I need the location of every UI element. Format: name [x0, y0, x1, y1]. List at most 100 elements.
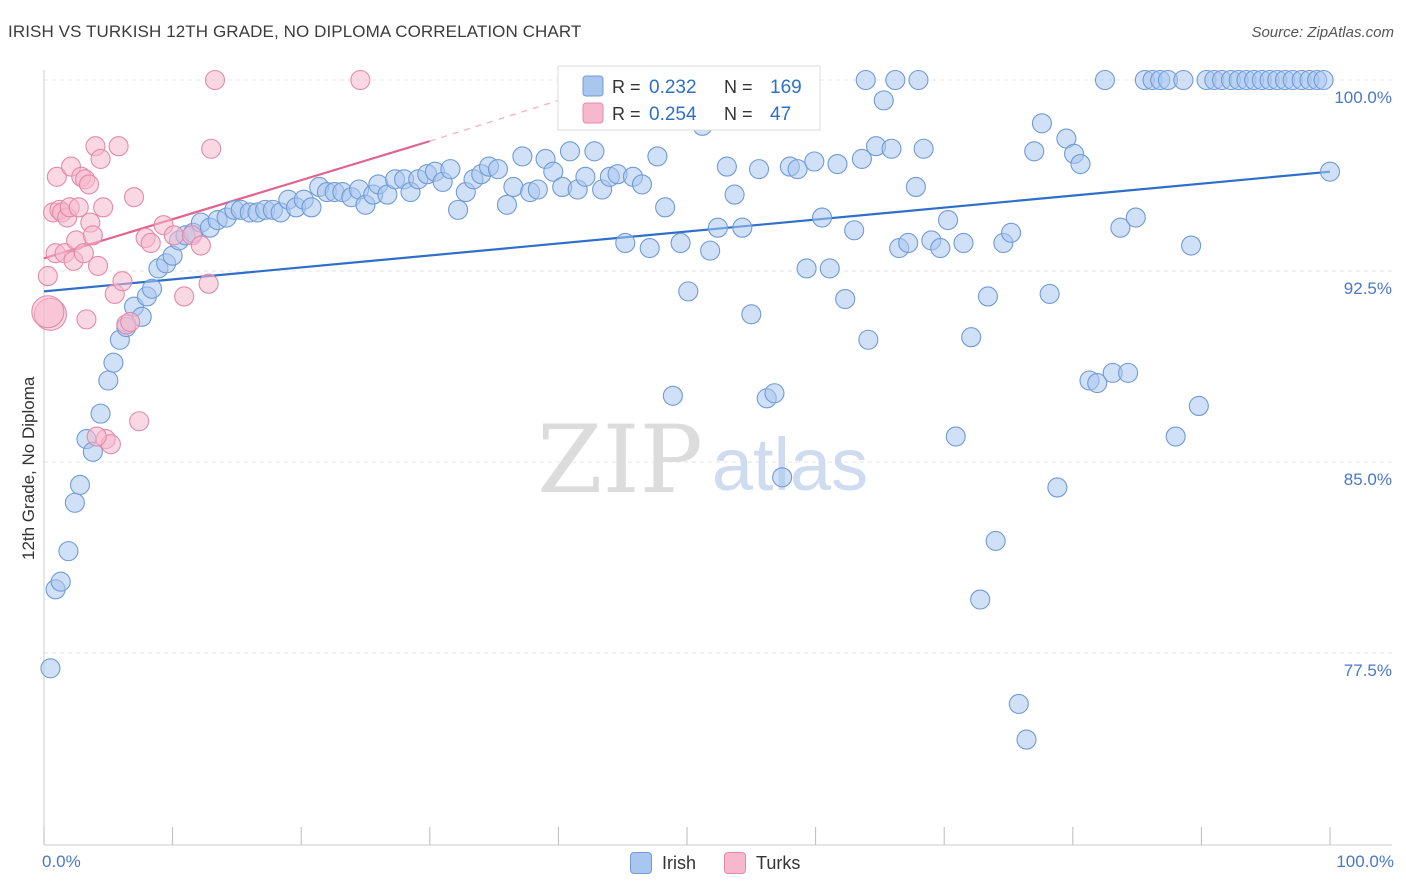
irish-point-98: [787, 159, 808, 180]
irish-point-116: [930, 238, 951, 259]
irish-point-5: [69, 474, 91, 495]
chart-title: IRISH VS TURKISH 12TH GRADE, NO DIPLOMA …: [8, 22, 582, 41]
irish-point-166: [1319, 161, 1341, 182]
irish-point-125: [1001, 222, 1022, 243]
irish-point-103: [827, 153, 848, 175]
turks-point-17: [76, 309, 97, 330]
irish-point-77: [615, 232, 636, 254]
turks-point-45: [86, 426, 107, 447]
irish-point-165: [1313, 69, 1334, 91]
irish-point-93: [748, 159, 770, 180]
irish-point-0: [40, 658, 61, 679]
irish-point-64: [512, 146, 533, 167]
irish-point-88: [707, 217, 728, 238]
y-tick-label-0: 100.0%: [1334, 88, 1392, 107]
irish-point-137: [1094, 69, 1115, 91]
stats-r-value-1: 0.254: [649, 104, 697, 125]
x-tick-label-max: 100.0%: [1336, 852, 1394, 871]
irish-point-63: [503, 176, 524, 198]
irish-point-109: [873, 90, 894, 111]
irish-point-84: [670, 232, 691, 254]
irish-point-149: [1188, 395, 1209, 417]
irish-point-96: [772, 467, 793, 488]
irish-point-95: [764, 383, 785, 404]
irish-point-167: [855, 69, 876, 91]
irish-point-89: [716, 156, 737, 177]
turks-point-15: [73, 243, 94, 264]
irish-point-110: [881, 138, 902, 159]
chart-source: Source: ZipAtlas.com: [1251, 24, 1394, 41]
turks-point-22: [87, 255, 109, 276]
turks-point-31: [120, 311, 141, 332]
turks-point-40: [190, 235, 211, 256]
irish-point-9: [98, 370, 119, 391]
trend-line-turks: [43, 140, 431, 260]
irish-point-134: [1070, 153, 1091, 175]
irish-point-55: [440, 159, 461, 180]
stats-n-value-0: 169: [770, 77, 802, 98]
stats-n-label-0: N =: [724, 77, 753, 97]
stats-r-value-0: 0.232: [649, 77, 697, 98]
turks-point-23: [90, 148, 111, 169]
irish-point-87: [700, 240, 721, 261]
irish-point-99: [796, 258, 817, 279]
stats-swatch-turks: [582, 102, 604, 124]
irish-point-136: [1087, 373, 1108, 394]
irish-point-10: [103, 352, 124, 373]
turks-point-42: [201, 138, 222, 159]
irish-point-92: [741, 304, 762, 325]
watermark: ZIP atlas: [537, 406, 868, 515]
irish-point-4: [64, 492, 85, 513]
irish-point-81: [647, 146, 668, 167]
turks-point-37: [163, 225, 184, 246]
irish-point-127: [1016, 729, 1037, 750]
irish-point-91: [732, 217, 753, 238]
irish-point-131: [1047, 477, 1068, 498]
legend-swatch-turks: [724, 852, 747, 874]
irish-point-90: [724, 184, 745, 205]
irish-point-140: [1118, 362, 1139, 383]
y-tick-label-1: 92.5%: [1344, 279, 1392, 298]
irish-point-126: [1008, 693, 1029, 714]
legend-item-irish[interactable]: Irish: [630, 852, 696, 874]
trend-line-irish: [43, 170, 1331, 293]
irish-point-129: [1031, 113, 1052, 134]
irish-point-101: [811, 207, 833, 228]
irish-point-100: [804, 151, 825, 172]
irish-point-102: [819, 258, 840, 279]
y-tick-label-3: 77.5%: [1344, 661, 1392, 680]
irish-point-8: [90, 403, 111, 424]
irish-point-146: [1165, 426, 1186, 447]
stats-r-label-0: R =: [612, 77, 641, 97]
irish-point-104: [835, 288, 856, 310]
turks-point-28: [108, 136, 129, 157]
stats-r-label-1: R =: [612, 104, 641, 124]
irish-point-72: [575, 166, 596, 187]
irish-point-106: [851, 148, 872, 169]
irish-point-68: [543, 161, 564, 182]
irish-point-117: [938, 210, 959, 231]
irish-point-61: [487, 159, 509, 180]
turks-point-4: [46, 166, 67, 187]
x-tick-label-min: 0.0%: [42, 852, 81, 871]
irish-point-130: [1039, 283, 1060, 304]
stats-n-value-1: 47: [770, 104, 791, 125]
irish-point-147: [1173, 69, 1194, 91]
irish-point-123: [985, 530, 1006, 551]
turks-point-44: [350, 69, 371, 91]
irish-points: [40, 69, 1341, 750]
series-legend: Irish Turks: [630, 852, 828, 874]
legend-item-turks[interactable]: Turks: [724, 852, 800, 874]
irish-point-16: [141, 278, 163, 299]
turks-point-18: [78, 174, 100, 195]
irish-point-62: [496, 194, 518, 215]
irish-point-113: [905, 176, 926, 198]
turks-point-41: [198, 273, 219, 294]
y-tick-label-2: 85.0%: [1344, 470, 1392, 489]
watermark-zip: ZIP: [537, 406, 703, 515]
irish-point-70: [559, 141, 581, 162]
legend-label-turks: Turks: [756, 852, 801, 873]
irish-point-118: [945, 426, 966, 447]
irish-point-121: [970, 589, 991, 610]
irish-point-66: [527, 179, 548, 200]
